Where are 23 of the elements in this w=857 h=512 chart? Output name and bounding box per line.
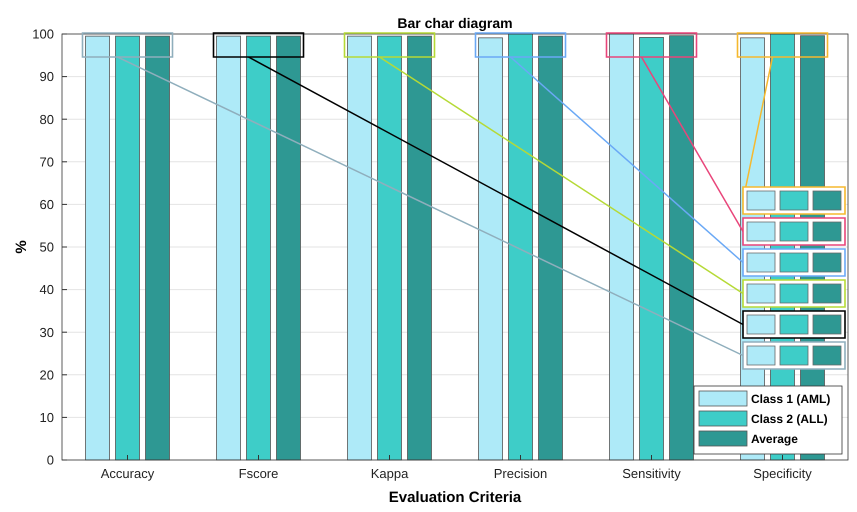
y-tick-label: 80 (40, 112, 54, 127)
y-tick-label: 10 (40, 410, 54, 425)
y-tick-label: 60 (40, 196, 54, 212)
legend-label: Class 1 (AML) (751, 392, 830, 406)
y-tick-label: 90 (40, 69, 54, 84)
y-tick-label: 20 (40, 367, 54, 382)
legend-label: Average (751, 432, 798, 446)
x-tick-label: Sensitivity (622, 466, 682, 481)
y-tick-label: 0 (46, 452, 54, 468)
y-tick-label: 40 (40, 282, 54, 298)
y-tick-label: 100 (32, 26, 54, 42)
y-tick-label: 70 (40, 154, 54, 170)
y-tick-label: 30 (40, 324, 54, 340)
y-axis-title: % (13, 240, 30, 254)
x-tick-label: Kappa (370, 466, 410, 481)
x-tick-label: Fscore (238, 466, 278, 481)
y-tick-label: 50 (40, 240, 54, 255)
legend-label: Class 2 (ALL) (751, 412, 828, 426)
x-tick-label: Accuracy (100, 466, 155, 481)
x-axis-title: Evaluation Criteria (388, 489, 522, 506)
x-tick-label: Precision (494, 466, 548, 481)
chart-title: Bar char diagram (397, 15, 513, 31)
x-tick-label: Specificity (753, 466, 812, 481)
